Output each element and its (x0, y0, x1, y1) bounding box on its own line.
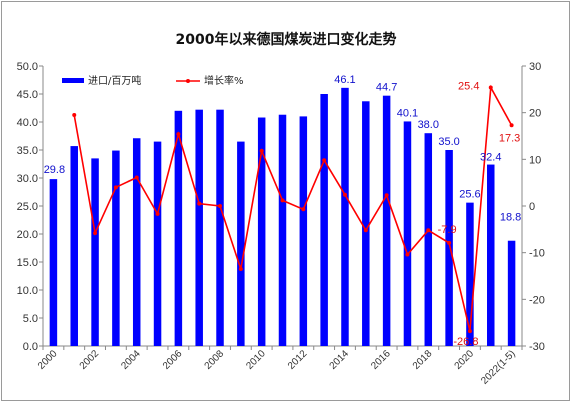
import-bar (299, 116, 308, 347)
x-tick-label: 2018 (411, 348, 435, 372)
growth-rate-point (488, 85, 493, 90)
left-tick-label: 30.0 (17, 173, 38, 185)
import-bar (445, 150, 453, 346)
line-data-label: -7.9 (438, 224, 457, 236)
left-tick-label: 5.0 (23, 313, 38, 325)
import-bar (70, 146, 78, 346)
x-tick-label: 2012 (286, 348, 310, 372)
growth-rate-point (218, 204, 223, 208)
import-bar (403, 121, 412, 346)
import-bar (278, 114, 287, 346)
import-bar (195, 109, 203, 347)
growth-rate-point (238, 267, 243, 271)
growth-rate-point (405, 252, 410, 257)
import-bar (91, 158, 99, 346)
data-labels: 29.8 46.1 44.7 40.138.0 35.0 25.6 32.4 18.8 -7.9… (44, 74, 522, 348)
left-tick-label: 45.0 (17, 89, 38, 101)
import-bar (216, 109, 224, 347)
growth-rate-point (322, 158, 327, 163)
growth-rate-point (113, 185, 118, 190)
growth-rate-point (426, 228, 431, 233)
growth-rate-line (73, 84, 513, 332)
import-bar (341, 87, 349, 346)
import-bar (112, 150, 120, 346)
growth-rate-point (155, 211, 160, 216)
growth-rate-point (72, 113, 77, 117)
line-data-label: -26.8 (453, 336, 478, 348)
growth-rate-point (301, 207, 306, 212)
x-tick-label: 2010 (244, 348, 268, 372)
import-bar (424, 133, 433, 346)
chart-title: 2000年以来德国煤炭进口变化走势 (176, 31, 397, 48)
bar-data-label: 18.8 (500, 212, 521, 224)
import-bar (257, 117, 266, 347)
legend-bar-swatch (62, 78, 84, 83)
line-data-label: 25.4 (458, 80, 479, 92)
x-tick-label: 2006 (161, 348, 185, 372)
bar-data-label: 32.4 (480, 152, 501, 164)
right-tick-label: 10 (529, 154, 541, 166)
growth-rate-point (280, 198, 285, 203)
bar-data-label: 46.1 (334, 74, 355, 86)
bar-data-label: 44.7 (376, 82, 397, 94)
import-bar (49, 179, 58, 346)
import-bar (507, 240, 516, 346)
line-data-label: 17.3 (499, 132, 520, 144)
growth-rate-point (93, 231, 98, 236)
left-tick-label: 40.0 (17, 117, 38, 129)
bar-data-label: 40.1 (397, 107, 418, 119)
growth-rate-point (509, 123, 514, 128)
growth-rate-point (197, 201, 202, 206)
growth-rate-point (363, 228, 368, 233)
growth-rate-point (176, 132, 181, 137)
left-tick-label: 35.0 (17, 145, 38, 157)
import-bar (382, 95, 391, 347)
growth-rate-point (259, 148, 264, 153)
growth-rate-point (342, 192, 347, 197)
import-bar (362, 101, 370, 346)
bar-data-label: 35.0 (438, 136, 459, 148)
growth-rate-point (384, 193, 389, 198)
right-tick-label: -20 (529, 294, 545, 306)
right-tick-label: 30 (529, 61, 541, 73)
right-tick-label: 20 (529, 108, 541, 120)
x-tick-label: 2000 (36, 348, 60, 372)
bar-data-label: 25.6 (459, 189, 480, 201)
import-bar (237, 141, 245, 346)
right-tick-label: -30 (529, 341, 545, 353)
left-tick-label: 50.0 (17, 61, 38, 73)
x-tick-label: 2004 (119, 348, 143, 372)
x-tick-label: 2014 (328, 348, 352, 372)
legend: 进口/百万吨 增长率% (62, 74, 244, 87)
legend-line-label: 增长率% (204, 74, 244, 87)
right-tick-label: -10 (529, 248, 545, 260)
bar-data-label: 29.8 (44, 164, 65, 176)
growth-rate-point (447, 240, 452, 245)
left-tick-label: 15.0 (17, 257, 38, 269)
growth-rate-point (134, 175, 139, 180)
import-bar (174, 110, 183, 346)
growth-rate-point (467, 329, 472, 334)
left-tick-label: 0.0 (23, 341, 38, 353)
import-bar (132, 138, 141, 346)
import-bar (487, 164, 495, 346)
right-tick-label: 0 (529, 201, 535, 213)
line-series (72, 84, 514, 334)
left-tick-label: 10.0 (17, 285, 38, 297)
legend-bar-label: 进口/百万吨 (88, 74, 141, 87)
x-tick-label: 2002 (78, 348, 102, 372)
import-bar (153, 141, 162, 346)
x-tick-label: 2008 (203, 348, 227, 372)
x-tick-label: 2020 (453, 348, 477, 372)
x-tick-label: 2016 (369, 348, 393, 372)
bar-series (49, 87, 516, 347)
legend-line-marker (186, 79, 190, 83)
left-tick-label: 25.0 (17, 201, 38, 213)
import-bar (320, 94, 328, 346)
left-tick-label: 20.0 (17, 229, 38, 241)
x-tick-label: 2022(1-5) (479, 348, 517, 386)
bar-data-label: 38.0 (418, 119, 439, 131)
import-bar (466, 202, 474, 346)
